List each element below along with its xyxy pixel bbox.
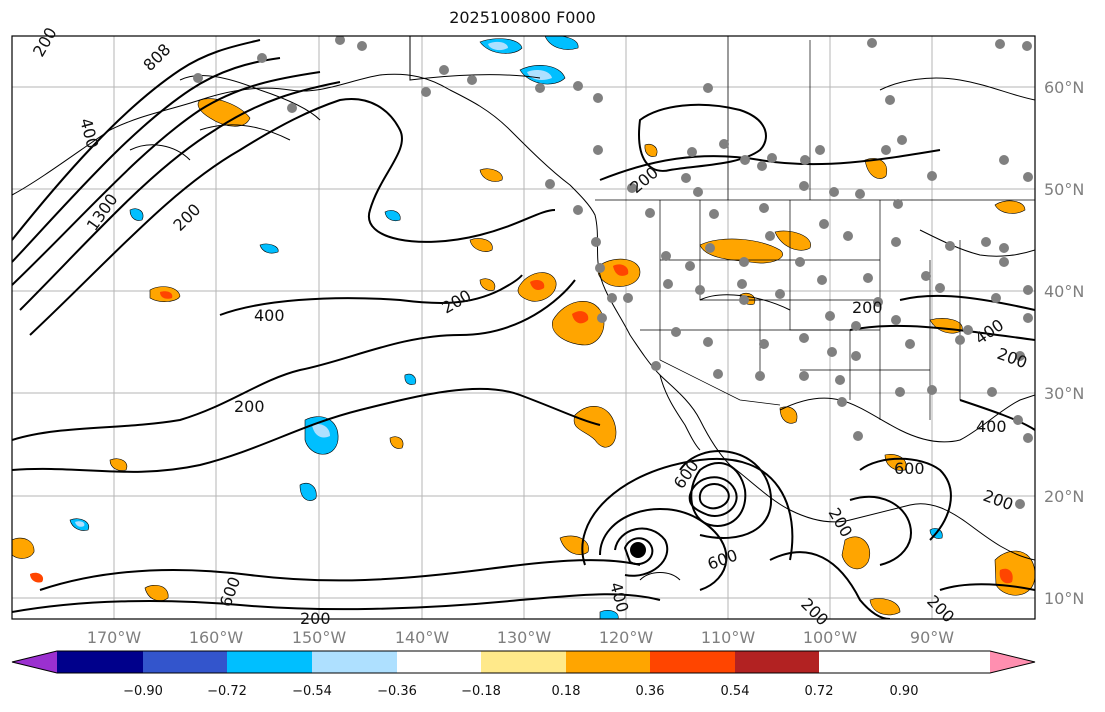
- geopotential-contours: [12, 39, 1035, 619]
- lon-tick-label: 160°W: [189, 628, 244, 647]
- colorbar-tick-label: −0.72: [207, 684, 247, 699]
- map-layers: [12, 36, 1035, 619]
- colorbar-tick-label: 0.72: [805, 684, 834, 699]
- colorbar-segment: [650, 651, 735, 673]
- contour-label: 600: [894, 459, 925, 478]
- map-frame: [11, 35, 1036, 620]
- colorbar-high-extend: [990, 651, 1035, 673]
- colorbar-tick-label: −0.54: [292, 684, 332, 699]
- lat-tick-label: 40°N: [1044, 282, 1084, 301]
- lat-tick-label: 60°N: [1044, 78, 1084, 97]
- station-markers: [193, 36, 1033, 509]
- colorbar-segment: [227, 651, 312, 673]
- lon-tick-label: 150°W: [292, 628, 347, 647]
- colorbar: −0.90 −0.72 −0.54 −0.36 −0.18 0.18 0.36 …: [11, 650, 1036, 699]
- positive-anomaly-patches: [12, 98, 1035, 616]
- colorbar-segment: [481, 651, 566, 673]
- lat-tick-label: 10°N: [1044, 589, 1084, 608]
- lon-tick-label: 140°W: [395, 628, 450, 647]
- contour-label: 200: [852, 298, 883, 317]
- colorbar-segment: [312, 651, 397, 673]
- colorbar-tick-label: 0.36: [636, 684, 665, 699]
- colorbar-segment: [397, 651, 481, 673]
- contour-label: 200: [300, 609, 331, 628]
- colorbar-tick-label: 0.54: [721, 684, 750, 699]
- colorbar-segment: [566, 651, 650, 673]
- lon-tick-label: 100°W: [803, 628, 858, 647]
- lat-tick-label: 50°N: [1044, 180, 1084, 199]
- political-borders: [595, 36, 1035, 420]
- colorbar-segment: [735, 651, 819, 673]
- colorbar-tick-labels: −0.90 −0.72 −0.54 −0.36 −0.18 0.18 0.36 …: [123, 684, 918, 699]
- contour-label: 400: [976, 417, 1007, 436]
- thin-contour-details: [129, 74, 791, 581]
- colorbar-tick-label: 0.18: [552, 684, 581, 699]
- latitude-tick-labels: 60°N 50°N 40°N 30°N 20°N 10°N: [1044, 78, 1084, 608]
- coastlines: [12, 36, 1035, 561]
- lon-tick-label: 130°W: [497, 628, 552, 647]
- colorbar-low-extend: [12, 651, 57, 673]
- lon-tick-label: 170°W: [87, 628, 142, 647]
- colorbar-segment: [57, 651, 143, 673]
- colorbar-outline: [11, 650, 1036, 674]
- strong-positive-cores: [30, 264, 1013, 584]
- colorbar-segment: [143, 651, 227, 673]
- colorbar-segments: [57, 651, 819, 673]
- lon-tick-label: 120°W: [599, 628, 654, 647]
- lon-tick-label: 90°W: [910, 628, 954, 647]
- longitude-tick-labels: 170°W 160°W 150°W 140°W 130°W 120°W 110°…: [87, 628, 954, 647]
- colorbar-tick-label: 0.90: [890, 684, 919, 699]
- colorbar-tick-label: −0.18: [461, 684, 501, 699]
- contour-label: 400: [254, 306, 285, 325]
- contour-label: 200: [234, 397, 265, 416]
- map-title: 2025100800 F000: [449, 8, 596, 27]
- colorbar-tick-label: −0.90: [123, 684, 163, 699]
- lat-tick-label: 20°N: [1044, 487, 1084, 506]
- cyclone-core-marker: [630, 542, 646, 558]
- lon-tick-label: 110°W: [701, 628, 756, 647]
- weak-negative-patches: [75, 41, 552, 527]
- lat-tick-label: 30°N: [1044, 384, 1084, 403]
- colorbar-tick-label: −0.36: [377, 684, 417, 699]
